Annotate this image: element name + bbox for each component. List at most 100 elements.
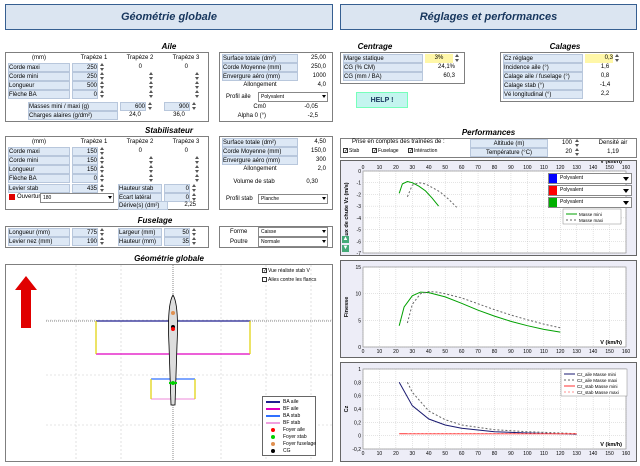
x-tick-label: 80 [492,451,498,457]
profile-select[interactable]: Polyvalent [548,173,632,184]
spinner-icon[interactable] [148,156,153,164]
profile-select[interactable]: Polyvalent [548,185,632,196]
poutre-select[interactable]: Normale [258,237,328,247]
chk-interaction[interactable]: ✓Intéraction [408,148,437,154]
spinner-icon[interactable] [614,54,619,62]
spinner-icon[interactable] [147,102,152,110]
hauteur-stab-input[interactable]: 0 [164,184,190,193]
profile-label: Polyvalent [560,175,584,181]
profil-aile-select[interactable]: Polyvalent [258,92,328,102]
longueur-fus-label: Longueur (mm) [8,228,70,237]
forme-select[interactable]: Caisse [258,227,328,237]
spinner-icon[interactable] [99,184,104,192]
stab-input[interactable]: 150 [72,147,98,156]
spinner-icon[interactable] [99,90,104,98]
spinner-icon[interactable] [148,81,153,89]
chart-cz-svg: 0 10 20 30 40 50 60 70 80 90 100 110 120 130 140 150 160… [344,367,630,457]
stab-input[interactable]: 0 [72,174,98,183]
spinner-icon[interactable] [99,156,104,164]
cz-reglage-input[interactable]: 0,3 [585,54,613,63]
hauteur-fus-input[interactable]: 35 [164,237,190,246]
spinner-icon[interactable] [99,63,104,71]
y-tick-label: 5 [358,318,361,324]
spinner-icon[interactable] [574,148,579,156]
spinner-icon[interactable] [194,72,199,80]
aile-input[interactable]: 0 [138,64,142,70]
legend-item: CG [266,448,291,454]
y-axis-label: Taux de chute Vz (m/s) [344,182,350,241]
x-tick-label: 140 [589,451,598,457]
stab-input[interactable]: 0 [184,148,188,154]
masse-max-input[interactable]: 900 [164,102,190,111]
marge-statique-input[interactable]: 3% [425,54,453,63]
stab-input[interactable]: 0 [138,148,142,154]
spinner-icon[interactable] [148,165,153,173]
aile-input[interactable]: 0 [72,90,98,99]
x-tick-label: 70 [475,451,481,457]
section-title-aile: Aile [161,42,177,51]
spinner-icon[interactable] [99,174,104,182]
profil-stab-label: Profil stab [226,196,253,202]
spinner-icon[interactable] [191,184,196,192]
ouverture-select-main[interactable]: 180 [40,193,114,203]
scroll-down-icon[interactable]: ▼ [342,245,349,252]
header-geometrie: Géométrie globale [5,4,333,30]
spinner-icon[interactable] [194,156,199,164]
levier-nez-input[interactable]: 190 [72,237,98,246]
ailes-flancs-check[interactable]: Ailes contre les flancs [262,277,316,283]
spinner-icon[interactable] [194,81,199,89]
spinner-icon[interactable] [99,72,104,80]
spinner-icon[interactable] [99,81,104,89]
cm0-value: -0,05 [304,104,318,110]
stat-value: 2,0 [317,166,326,172]
spinner-icon[interactable] [191,102,196,110]
aile-input[interactable]: 0 [184,64,188,70]
spinner-icon[interactable] [191,237,196,245]
help-button[interactable]: HELP ! [356,92,408,108]
spinner-icon[interactable] [194,165,199,173]
calage-label: Calage stab (°) [503,81,583,90]
spinner-icon[interactable] [454,54,459,62]
spinner-icon[interactable] [194,90,199,98]
spinner-icon[interactable] [148,174,153,182]
spinner-icon[interactable] [99,228,104,236]
chk-fuselage[interactable]: ✓Fuselage [372,148,399,154]
spinner-icon[interactable] [148,72,153,80]
legend-swatch [271,434,275,439]
chk-stab[interactable]: ✓Stab [343,148,359,154]
x-tick-label: 0 [362,451,365,457]
vue-realiste-check[interactable]: ✓Vue réaliste stab V [262,268,310,274]
x-tick-label: 140 [589,349,598,355]
masse-min-input[interactable]: 600 [120,102,146,111]
levier-stab-input[interactable]: 435 [72,184,98,193]
x-tick-label: 50 [442,165,448,171]
trainees-label: Prise en comptes des traînées de : [352,139,445,145]
stab-input[interactable]: 150 [72,165,98,174]
y-tick-label: 15 [355,265,361,271]
longueur-fus-input[interactable]: 775 [72,228,98,237]
legend-label: Cz_stab Masse mini [577,384,618,389]
altitude-input[interactable]: 100 [561,140,572,146]
profil-stab-select[interactable]: Planche [258,194,328,204]
profile-select[interactable]: Polyvalent [548,197,632,208]
aile-input[interactable]: 250 [72,72,98,81]
legend-label: CG [283,448,291,454]
spinner-icon[interactable] [99,165,104,173]
spinner-icon[interactable] [99,147,104,155]
spinner-icon[interactable] [148,90,153,98]
legend-label: Foyer fuselage [283,441,317,447]
checkbox-checked-icon: ✓ [262,268,268,275]
spinner-icon[interactable] [574,139,579,147]
temp-input[interactable]: 20 [565,149,572,155]
spinner-icon[interactable] [191,193,196,201]
aile-input[interactable]: 250 [72,63,98,72]
ecart-input[interactable]: 0 [164,193,190,202]
spinner-icon[interactable] [99,237,104,245]
series-line [406,182,458,208]
largeur-fus-input[interactable]: 50 [164,228,190,237]
scroll-up-icon[interactable]: ▲ [342,236,349,243]
aile-input[interactable]: 500 [72,81,98,90]
stab-input[interactable]: 150 [72,156,98,165]
spinner-icon[interactable] [194,174,199,182]
spinner-icon[interactable] [191,228,196,236]
